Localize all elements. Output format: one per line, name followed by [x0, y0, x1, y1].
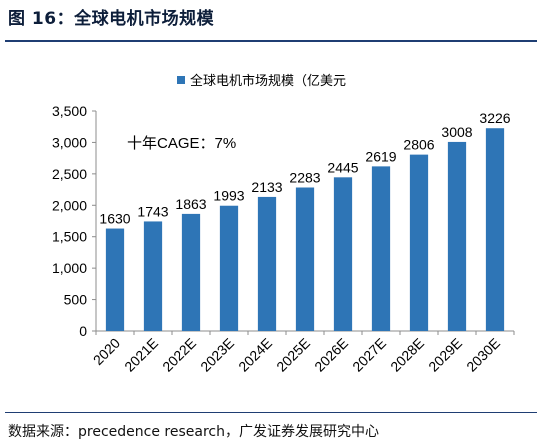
bar-value-label: 3226 — [479, 110, 510, 126]
bar-2025E — [295, 187, 315, 331]
x-tick-label: 2025E — [273, 335, 313, 375]
bar-value-label: 2806 — [403, 137, 434, 153]
y-tick-label: 1,000 — [52, 260, 87, 276]
y-tick-label: 0 — [79, 323, 87, 339]
y-tick-label: 2,000 — [52, 197, 87, 213]
data-source-note: 数据来源：precedence research，广发证券发展研究中心 — [8, 424, 379, 440]
bar-value-label: 1863 — [175, 196, 206, 212]
bar-value-label: 3008 — [441, 124, 472, 140]
bar-2030E — [485, 128, 505, 331]
y-tick-label: 3,000 — [52, 134, 87, 150]
bar-value-label: 1630 — [99, 211, 130, 227]
bar-2024E — [257, 196, 277, 331]
y-tick-label: 2,500 — [52, 166, 87, 182]
x-tick-label: 2022E — [159, 335, 199, 375]
bar-value-label: 2283 — [289, 169, 320, 185]
title-divider — [5, 40, 537, 42]
chart-legend: 全球电机市场规模（亿美元 — [177, 73, 346, 89]
bar-2027E — [371, 166, 391, 331]
source-divider — [5, 412, 537, 413]
x-tick-label: 2020 — [90, 335, 123, 368]
figure-title: 图 16：全球电机市场规模 — [8, 9, 215, 29]
x-tick-label: 2027E — [349, 335, 389, 375]
x-tick-label: 2023E — [197, 335, 237, 375]
cagr-annotation: 十年CAGE：7% — [127, 135, 236, 152]
bar-2022E — [181, 213, 201, 331]
legend-label: 全球电机市场规模（亿美元 — [190, 73, 346, 89]
bar-value-label: 2445 — [327, 159, 358, 175]
bar-2026E — [333, 177, 353, 331]
legend-swatch — [177, 76, 185, 84]
y-tick-label: 500 — [64, 292, 88, 308]
bar-2021E — [143, 221, 163, 331]
bar-value-label: 1993 — [213, 188, 244, 204]
bar-value-label: 2133 — [251, 179, 282, 195]
bar-value-label: 1743 — [137, 203, 168, 219]
x-tick-label: 2030E — [463, 335, 503, 375]
y-tick-label: 1,500 — [52, 229, 87, 245]
bar-2020 — [105, 228, 125, 331]
x-tick-label: 2021E — [121, 335, 161, 375]
bar-value-label: 2619 — [365, 148, 396, 164]
x-tick-label: 2028E — [387, 335, 427, 375]
x-tick-label: 2026E — [311, 335, 351, 375]
y-tick-label: 3,500 — [52, 103, 87, 119]
x-tick-label: 2024E — [235, 335, 275, 375]
x-tick-label: 2029E — [425, 335, 465, 375]
bar-2029E — [447, 141, 467, 331]
bar-2023E — [219, 205, 239, 331]
bar-2028E — [409, 154, 429, 331]
